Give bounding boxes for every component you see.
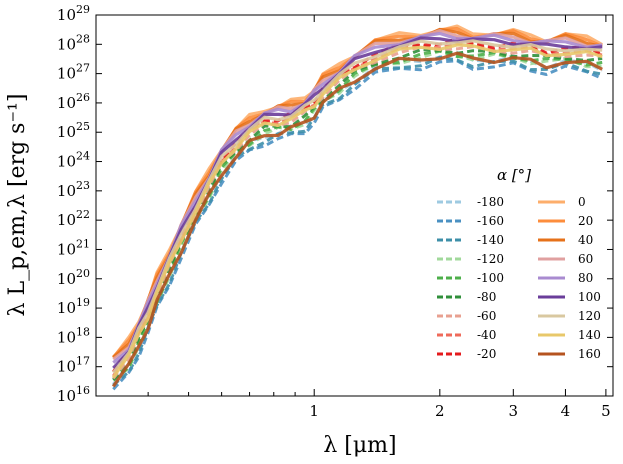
legend-label-0: 0 [578,195,586,209]
y-tick-label: 1025 [57,120,90,141]
y-tick-label: 1018 [57,325,90,346]
x-tick-label: 1 [309,402,319,420]
legend-label-100: 100 [578,290,601,304]
y-tick-label: 1028 [57,32,90,53]
legend: α [°] -180 -160 -140 -120 -100 -80 -60 -40 -20 0 2… [437,166,601,361]
series-layer [111,24,603,391]
legend-label--80: -80 [477,290,496,304]
legend-label--180: -180 [477,195,504,209]
y-tick-label: 1022 [57,208,90,229]
series-line-120 [112,39,603,374]
series-line-160 [111,51,603,388]
x-tick-label: 2 [435,402,445,420]
legend-label--160: -160 [477,214,504,228]
legend-label--40: -40 [477,328,496,342]
y-tick-label: 1021 [57,237,90,258]
y-tick-label: 1020 [57,267,90,288]
legend-label-120: 120 [578,309,601,323]
y-tick-label: 1016 [57,384,90,405]
legend-label--20: -20 [477,347,496,361]
y-tick-label: 1019 [57,296,90,317]
plot-frame [95,14,614,397]
legend-label-160: 160 [578,347,601,361]
legend-label--140: -140 [477,233,504,247]
y-tick-label: 1029 [57,3,90,24]
legend-label-40: 40 [578,233,593,247]
x-tick-label: 4 [561,402,571,420]
y-axis-label: λ L_p,em,λ [erg s⁻¹] [5,94,30,317]
x-axis-label: λ [μm] [323,433,396,458]
x-tick-label: 5 [601,402,611,420]
legend-label-20: 20 [578,214,593,228]
y-tick-label: 1027 [57,62,90,83]
y-tick-label: 1026 [57,91,90,112]
y-tick-label: 1024 [57,150,90,171]
x-tick-label: 3 [509,402,519,420]
legend-label-60: 60 [578,252,593,266]
legend-title: α [°] [497,166,531,184]
legend-label-80: 80 [578,271,593,285]
series-line-140 [111,43,603,379]
legend-label--120: -120 [477,252,504,266]
legend-label--60: -60 [477,309,496,323]
legend-label-140: 140 [578,328,601,342]
y-tick-label: 1023 [57,179,90,200]
legend-label--100: -100 [477,271,504,285]
series-line-20 [112,27,603,359]
y-tick-label: 1017 [57,355,90,376]
